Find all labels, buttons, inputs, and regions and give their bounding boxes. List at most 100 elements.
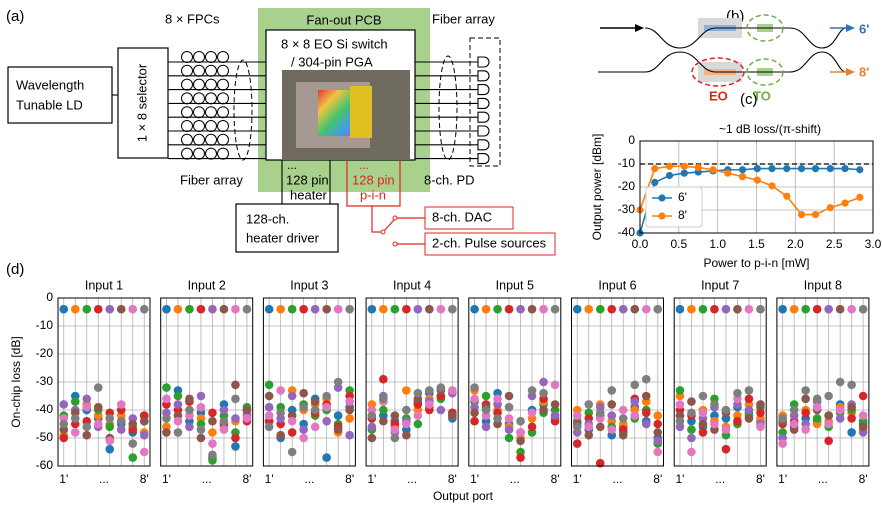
data-point bbox=[710, 305, 719, 314]
data-point bbox=[687, 425, 696, 434]
panel-label: (d) bbox=[6, 261, 24, 278]
data-point bbox=[470, 305, 479, 314]
chip-label: 8 × 8 EO Si switch bbox=[281, 36, 388, 51]
data-point bbox=[847, 403, 856, 412]
data-point bbox=[847, 428, 856, 437]
data-point bbox=[231, 434, 240, 443]
data-point bbox=[391, 411, 400, 420]
output-arrow-head bbox=[846, 68, 855, 76]
x-tick-label: ... bbox=[407, 472, 417, 486]
data-point bbox=[528, 386, 537, 395]
data-point bbox=[607, 400, 616, 409]
fpc-loop bbox=[206, 107, 217, 118]
data-point bbox=[243, 305, 252, 314]
data-point bbox=[653, 305, 662, 314]
data-point bbox=[584, 431, 593, 440]
data-point bbox=[687, 448, 696, 457]
x-tick-label: ... bbox=[99, 472, 109, 486]
data-point bbox=[402, 386, 411, 395]
data-point bbox=[551, 305, 560, 314]
x-tick-label: ... bbox=[304, 472, 314, 486]
data-point bbox=[745, 305, 754, 314]
data-point bbox=[687, 305, 696, 314]
data-point bbox=[827, 165, 834, 172]
data-point bbox=[482, 423, 491, 432]
pin-label: p-i-n bbox=[360, 187, 386, 202]
data-point bbox=[174, 400, 183, 409]
fpc-loop bbox=[182, 93, 193, 104]
data-point bbox=[414, 305, 423, 314]
page: (a) Wavelength Tunable LD 1 × 8 selector… bbox=[0, 0, 883, 506]
data-point bbox=[847, 381, 856, 390]
data-point bbox=[276, 431, 285, 440]
data-point bbox=[778, 305, 787, 314]
panel-title: Input 2 bbox=[188, 278, 226, 292]
data-point bbox=[824, 305, 833, 314]
data-point bbox=[666, 172, 673, 179]
data-point bbox=[299, 389, 308, 398]
data-point bbox=[311, 406, 320, 415]
data-point bbox=[71, 414, 80, 423]
data-point bbox=[619, 431, 628, 440]
data-point bbox=[311, 305, 320, 314]
x-tick-label: ... bbox=[510, 472, 520, 486]
data-point bbox=[539, 378, 548, 387]
data-point bbox=[722, 445, 731, 454]
data-point bbox=[117, 305, 126, 314]
x-tick-label: 8' bbox=[345, 472, 354, 486]
data-point bbox=[847, 414, 856, 423]
data-point bbox=[493, 395, 502, 404]
data-point bbox=[174, 392, 183, 401]
data-point bbox=[299, 425, 308, 434]
data-point bbox=[859, 423, 868, 432]
data-point bbox=[368, 434, 377, 443]
data-point bbox=[505, 305, 514, 314]
switch-node bbox=[393, 216, 397, 220]
x-tick-label: ... bbox=[202, 472, 212, 486]
data-point bbox=[208, 428, 217, 437]
data-point bbox=[813, 414, 822, 423]
data-point bbox=[666, 163, 673, 170]
data-point bbox=[322, 453, 331, 462]
heater-pin-label: heater bbox=[290, 187, 328, 202]
laser-box bbox=[8, 67, 112, 123]
data-point bbox=[778, 439, 787, 448]
data-point bbox=[699, 305, 708, 314]
data-point bbox=[391, 305, 400, 314]
data-point bbox=[379, 406, 388, 415]
data-point bbox=[185, 305, 194, 314]
data-point bbox=[607, 425, 616, 434]
data-point bbox=[437, 305, 446, 314]
y-tick-label: -30 bbox=[36, 374, 54, 388]
dac-label: 8-ch. DAC bbox=[432, 209, 492, 224]
data-point bbox=[174, 305, 183, 314]
data-point bbox=[756, 409, 765, 418]
x-tick-label: 8' bbox=[551, 472, 560, 486]
data-point bbox=[722, 406, 731, 415]
legend-label: 6' bbox=[678, 190, 687, 204]
data-point bbox=[334, 425, 343, 434]
x-tick-label: 8' bbox=[140, 472, 149, 486]
data-point bbox=[82, 431, 91, 440]
data-point bbox=[185, 406, 194, 415]
data-point bbox=[607, 411, 616, 420]
data-point bbox=[231, 395, 240, 404]
x-tick-label: 8' bbox=[653, 472, 662, 486]
data-point bbox=[630, 397, 639, 406]
data-point bbox=[630, 411, 639, 420]
data-point bbox=[105, 423, 114, 432]
data-point bbox=[745, 414, 754, 423]
data-point bbox=[345, 397, 354, 406]
y-tick-label: -10 bbox=[36, 318, 54, 332]
data-point bbox=[642, 392, 651, 401]
data-point bbox=[756, 400, 765, 409]
data-point bbox=[630, 305, 639, 314]
data-point bbox=[105, 414, 114, 423]
data-point bbox=[651, 179, 658, 186]
heater-pin-label: 128 pin bbox=[286, 172, 329, 187]
data-point bbox=[516, 417, 525, 426]
x-tick-label: ... bbox=[715, 472, 725, 486]
data-point bbox=[71, 305, 80, 314]
data-point bbox=[687, 409, 696, 418]
fpc-loop bbox=[206, 134, 217, 145]
